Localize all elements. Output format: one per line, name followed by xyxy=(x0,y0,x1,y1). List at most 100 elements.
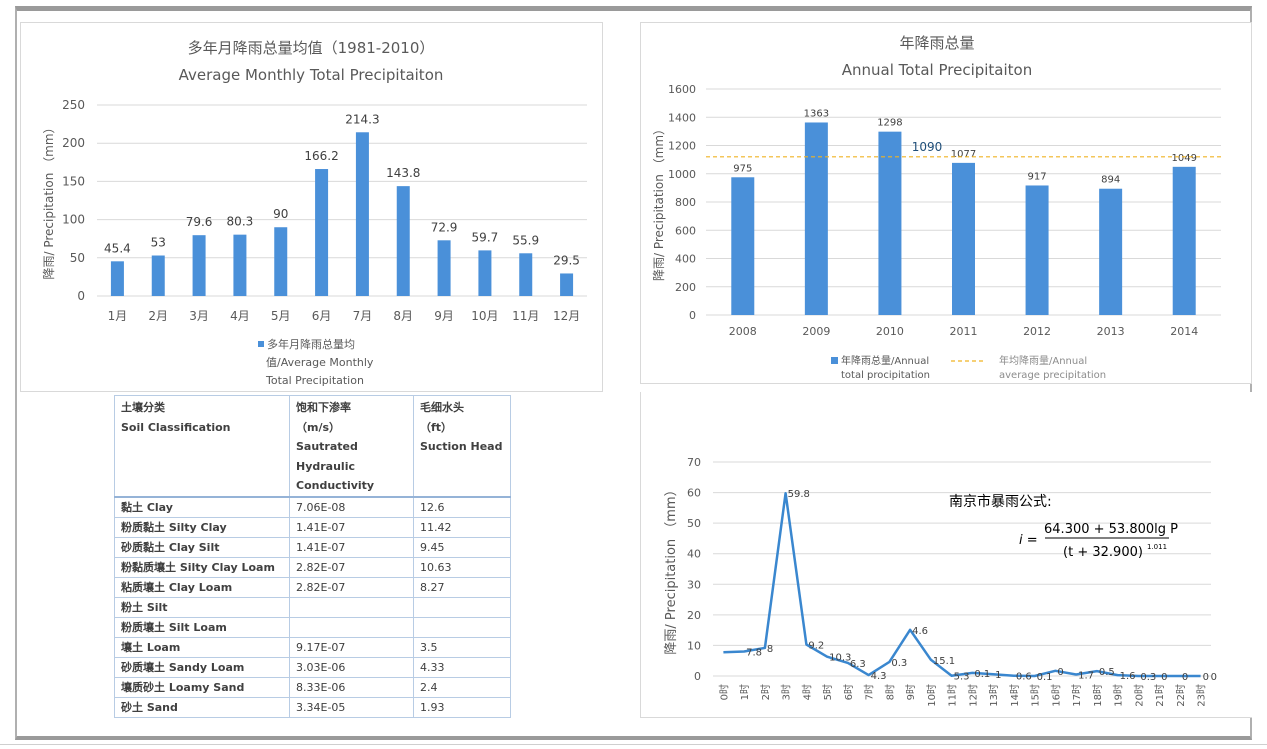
soil-type-cell: 粉土 Silt xyxy=(114,596,290,618)
y-tick-label: 30 xyxy=(687,578,701,591)
header-line: Sautrated xyxy=(296,440,358,453)
conductivity-cell: 2.82E-07 xyxy=(289,576,414,598)
table-row: 粘质壤土 Clay Loam 2.82E-07 8.27 xyxy=(114,576,511,598)
bar xyxy=(952,162,975,315)
x-tick-label: 17时 xyxy=(1071,684,1083,707)
header-line: Conductivity xyxy=(296,479,375,492)
data-label: 8 xyxy=(767,644,773,655)
table-row: 砂土 Sand 3.34E-05 1.93 xyxy=(114,696,511,718)
x-tick-label: 2011 xyxy=(950,325,978,338)
suction-head-cell: 11.42 xyxy=(413,516,511,538)
bar xyxy=(396,186,410,296)
y-tick-label: 200 xyxy=(675,281,696,294)
y-tick-label: 400 xyxy=(675,253,696,266)
data-label: 29.5 xyxy=(553,253,580,267)
data-label: 214.3 xyxy=(345,112,379,126)
data-label: 4.3 xyxy=(871,671,887,682)
conductivity-cell: 3.03E-06 xyxy=(289,656,414,678)
x-tick-label: 2014 xyxy=(1170,325,1198,338)
data-label: 1.7 xyxy=(1078,670,1094,681)
data-label: 1298 xyxy=(877,118,902,129)
data-label: 975 xyxy=(733,163,752,174)
x-tick-label: 19时 xyxy=(1113,684,1125,707)
data-label: 0.6 xyxy=(1016,672,1032,683)
chart-title: 多年月降雨总量均值（1981-2010） xyxy=(188,39,435,57)
conductivity-cell: 3.34E-05 xyxy=(289,696,414,718)
divider xyxy=(0,744,1267,745)
chart-subtitle: Annual Total Precipitaiton xyxy=(842,61,1032,79)
suction-head-cell: 10.63 xyxy=(413,556,511,578)
y-axis-label: 降雨/ Precipitation （mm） xyxy=(664,483,679,654)
y-tick-label: 0 xyxy=(77,289,85,303)
data-label: 0.3 xyxy=(891,658,907,669)
chart-title: 年降雨总量 xyxy=(899,34,974,52)
x-tick-label: 8时 xyxy=(884,684,896,700)
soil-type-cell: 粉质黏土 Silty Clay xyxy=(114,516,290,538)
soil-type-cell: 壤土 Loam xyxy=(114,636,290,658)
y-tick-label: 0 xyxy=(689,309,696,322)
x-tick-label: 15时 xyxy=(1030,684,1042,707)
y-tick-label: 1200 xyxy=(668,140,696,153)
legend-label: Total Precipitation xyxy=(265,374,364,387)
x-tick-label: 1时 xyxy=(739,684,751,700)
y-tick-label: 600 xyxy=(675,224,696,237)
soil-type-cell: 砂质黏土 Clay Silt xyxy=(114,536,290,558)
x-tick-label: 18时 xyxy=(1092,684,1104,707)
data-label: 0 xyxy=(1182,672,1188,683)
y-tick-label: 150 xyxy=(62,174,85,188)
x-tick-label: 14时 xyxy=(1009,684,1021,707)
soil-type-cell: 黏土 Clay xyxy=(114,496,290,518)
suction-head-cell: 8.27 xyxy=(413,576,511,598)
table-row: 壤质砂土 Loamy Sand 8.33E-06 2.4 xyxy=(114,676,511,698)
y-tick-label: 0 xyxy=(694,670,701,683)
x-tick-label: 23时 xyxy=(1196,684,1208,707)
y-tick-label: 200 xyxy=(62,136,85,150)
suction-head-cell xyxy=(413,616,511,638)
table-row: 粉土 Silt xyxy=(114,596,511,618)
data-label: 15.1 xyxy=(933,656,955,667)
conductivity-cell: 2.82E-07 xyxy=(289,556,414,578)
x-tick-label: 10时 xyxy=(926,684,938,707)
soil-type-cell: 粉质壤土 Silt Loam xyxy=(114,616,290,638)
y-tick-label: 50 xyxy=(70,251,85,265)
legend-swatch xyxy=(258,341,264,347)
suction-head-cell: 1.93 xyxy=(413,696,511,718)
x-tick-label: 2月 xyxy=(148,309,168,323)
x-tick-label: 0时 xyxy=(718,684,730,700)
legend-label: average precipitation xyxy=(999,370,1106,381)
x-tick-label: 20时 xyxy=(1133,684,1145,707)
x-tick-label: 9时 xyxy=(905,684,917,700)
data-label: 59.8 xyxy=(788,489,810,500)
data-label: 1363 xyxy=(804,108,829,119)
header-suction-head: 毛细水头 （ft） Suction Head xyxy=(413,395,511,498)
y-tick-label: 1600 xyxy=(668,83,696,96)
bar xyxy=(731,177,755,315)
header-line: Hydraulic xyxy=(296,459,355,473)
data-label: 143.8 xyxy=(386,166,420,180)
x-tick-label: 3月 xyxy=(189,309,209,323)
x-tick-label: 22时 xyxy=(1175,684,1187,707)
data-label: 1.6 xyxy=(1120,671,1136,682)
x-tick-label: 6时 xyxy=(843,684,855,700)
conductivity-cell: 8.33E-06 xyxy=(289,676,414,698)
data-label: 55.9 xyxy=(512,233,539,247)
conductivity-cell: 7.06E-08 xyxy=(289,496,414,518)
x-tick-label: 10月 xyxy=(471,309,498,323)
data-label: 0.5 xyxy=(1099,667,1115,678)
series-line xyxy=(723,491,1201,678)
data-label: 4.6 xyxy=(912,626,928,637)
annual-chart-panel: 年降雨总量 Annual Total Precipitaiton 0 200 400 60… xyxy=(640,22,1252,384)
x-tick-label: 9月 xyxy=(434,309,454,323)
average-label: 1090 xyxy=(912,140,943,154)
x-tick-label: 7时 xyxy=(864,684,876,700)
data-label: 0 xyxy=(1211,672,1217,683)
conductivity-cell: 1.41E-07 xyxy=(289,536,414,558)
conductivity-cell xyxy=(289,596,414,618)
soil-type-cell: 砂质壤土 Sandy Loam xyxy=(114,656,290,678)
suction-head-cell: 3.5 xyxy=(413,636,511,658)
data-label: 79.6 xyxy=(186,215,213,229)
chart-subtitle: Average Monthly Total Precipitaiton xyxy=(179,66,444,84)
legend-label: 年均降雨量/Annual xyxy=(999,354,1087,367)
soil-type-cell: 粉黏质壤土 Silty Clay Loam xyxy=(114,556,290,578)
x-tick-label: 3时 xyxy=(781,684,793,700)
